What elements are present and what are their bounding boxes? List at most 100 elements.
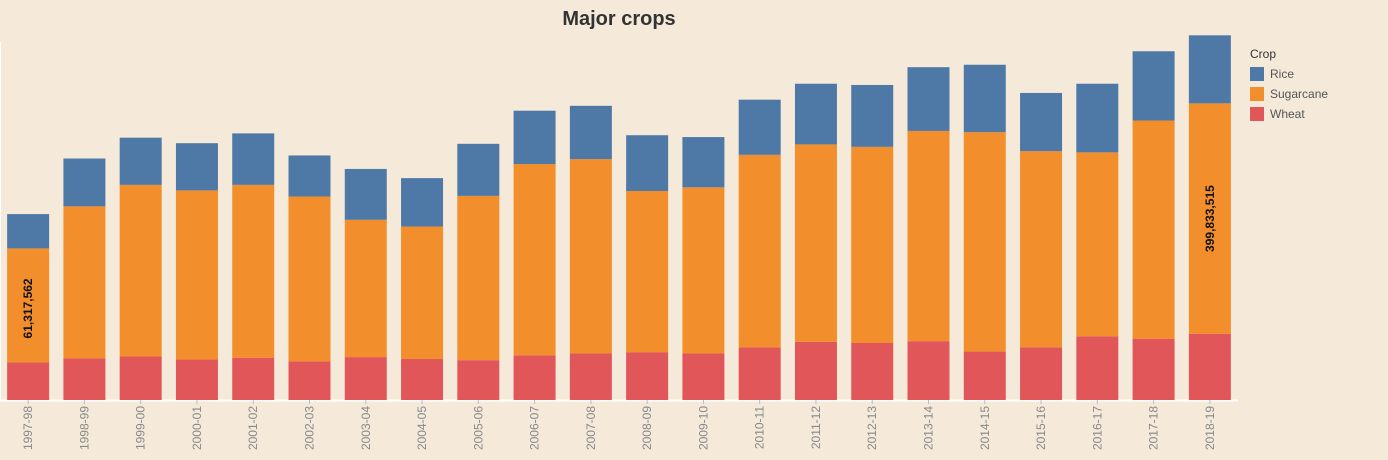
legend-item-wheat[interactable]: Wheat [1250,104,1328,124]
x-tick-label: 2008-09 [640,406,654,450]
bar-wheat-2002-03[interactable] [288,361,331,400]
bar-sugarcane-2017-18[interactable] [1132,120,1175,339]
x-tick-label: 1997-98 [21,406,35,450]
bar-rice-2003-04[interactable] [344,168,387,220]
x-tick-label: 2012-13 [865,406,879,450]
x-tick-label: 2004-05 [415,406,429,450]
bar-sugarcane-2006-07[interactable] [513,164,556,356]
bar-sugarcane-2008-09[interactable] [626,191,669,353]
bar-wheat-2015-16[interactable] [1020,347,1063,400]
bar-rice-1998-99[interactable] [63,158,106,207]
bar-rice-2013-14[interactable] [907,67,950,131]
x-tick-label: 2010-11 [753,406,767,449]
x-tick-label: 2006-07 [528,406,542,450]
bar-sugarcane-2003-04[interactable] [344,219,387,358]
bar-sugarcane-2009-10[interactable] [682,187,725,354]
bar-wheat-2013-14[interactable] [907,341,950,400]
x-tick-label: 1998-99 [77,406,91,450]
bar-wheat-2006-07[interactable] [513,355,556,400]
legend-label-rice: Rice [1270,67,1295,81]
bar-rice-2018-19[interactable] [1188,35,1231,104]
bar-wheat-2011-12[interactable] [794,341,837,400]
bar-wheat-2014-15[interactable] [963,351,1006,400]
bar-rice-2007-08[interactable] [569,105,612,160]
x-tick-label: 2016-17 [1090,406,1104,450]
bar-rice-2000-01[interactable] [175,143,218,191]
x-tick-label: 2013-14 [922,406,936,450]
x-tick-label: 2001-02 [246,406,260,450]
bar-wheat-2000-01[interactable] [175,359,218,400]
bar-rice-2006-07[interactable] [513,110,556,165]
bar-wheat-2017-18[interactable] [1132,338,1175,400]
bar-sugarcane-2011-12[interactable] [794,144,837,342]
bar-sugarcane-2012-13[interactable] [851,146,894,343]
bar-rice-2015-16[interactable] [1020,92,1063,152]
bar-sugarcane-1997-98[interactable] [7,248,50,363]
x-tick-label: 2017-18 [1147,406,1161,450]
data-label: 399,833,515 [1203,185,1217,252]
bar-wheat-2003-04[interactable] [344,357,387,400]
bar-sugarcane-2004-05[interactable] [401,226,444,359]
legend: Crop Rice Sugarcane Wheat [1250,47,1328,124]
bar-rice-2010-11[interactable] [738,99,781,155]
bar-rice-2002-03[interactable] [288,155,331,197]
bar-rice-2012-13[interactable] [851,84,894,147]
bar-wheat-2008-09[interactable] [626,352,669,400]
bar-wheat-2018-19[interactable] [1188,333,1231,400]
bar-sugarcane-1999-00[interactable] [119,184,162,357]
legend-label-sugarcane: Sugarcane [1270,87,1329,101]
x-tick-label: 1999-00 [134,406,148,450]
bar-wheat-2016-17[interactable] [1076,336,1119,400]
bar-wheat-2010-11[interactable] [738,347,781,400]
bar-rice-2005-06[interactable] [457,143,500,196]
chart-title: Major crops [562,8,676,30]
bar-rice-2014-15[interactable] [963,64,1006,133]
bar-wheat-2009-10[interactable] [682,353,725,400]
x-tick-label: 2005-06 [471,406,485,450]
bar-sugarcane-2002-03[interactable] [288,196,331,362]
bar-sugarcane-2014-15[interactable] [963,132,1006,352]
bar-sugarcane-1998-99[interactable] [63,206,106,359]
bar-sugarcane-2015-16[interactable] [1020,151,1063,348]
legend-title: Crop [1250,47,1277,61]
bar-rice-2017-18[interactable] [1132,51,1175,121]
data-label: 61,317,562 [21,278,35,338]
x-tick-label: 2015-16 [1034,406,1048,450]
legend-swatch-wheat [1250,107,1264,121]
bar-rice-1997-98[interactable] [7,214,50,249]
bar-rice-2009-10[interactable] [682,137,725,188]
bar-sugarcane-2010-11[interactable] [738,154,781,348]
bar-wheat-1999-00[interactable] [119,356,162,400]
bar-sugarcane-2007-08[interactable] [569,159,612,354]
bar-rice-1999-00[interactable] [119,137,162,185]
x-tick-label: 2007-08 [584,406,598,450]
x-tick-label: 2011-12 [809,406,823,449]
x-tick-label: 2002-03 [303,406,317,450]
bar-sugarcane-2000-01[interactable] [175,190,218,360]
x-tick-label: 2009-10 [696,406,710,450]
bar-wheat-2012-13[interactable] [851,343,894,400]
bar-sugarcane-2018-19[interactable] [1188,103,1231,334]
bar-rice-2016-17[interactable] [1076,83,1119,153]
bar-rice-2004-05[interactable] [401,178,444,227]
x-tick-label: 2018-19 [1203,406,1217,450]
bar-sugarcane-2001-02[interactable] [232,184,275,358]
x-tick-label: 2000-01 [190,406,204,450]
bar-rice-2011-12[interactable] [794,83,837,145]
legend-item-sugarcane[interactable]: Sugarcane [1250,84,1328,104]
bar-wheat-1997-98[interactable] [7,362,50,400]
bar-sugarcane-2016-17[interactable] [1076,152,1119,337]
bar-wheat-1998-99[interactable] [63,358,106,400]
bar-wheat-2007-08[interactable] [569,353,612,400]
bar-rice-2008-09[interactable] [626,135,669,191]
legend-item-rice[interactable]: Rice [1250,64,1328,84]
legend-swatch-rice [1250,67,1264,81]
x-tick-label: 2014-15 [978,406,992,450]
bar-sugarcane-2005-06[interactable] [457,195,500,361]
bar-sugarcane-2013-14[interactable] [907,130,950,342]
bar-wheat-2004-05[interactable] [401,358,444,400]
bar-wheat-2001-02[interactable] [232,357,275,400]
bar-rice-2001-02[interactable] [232,133,275,185]
bar-wheat-2005-06[interactable] [457,360,500,400]
